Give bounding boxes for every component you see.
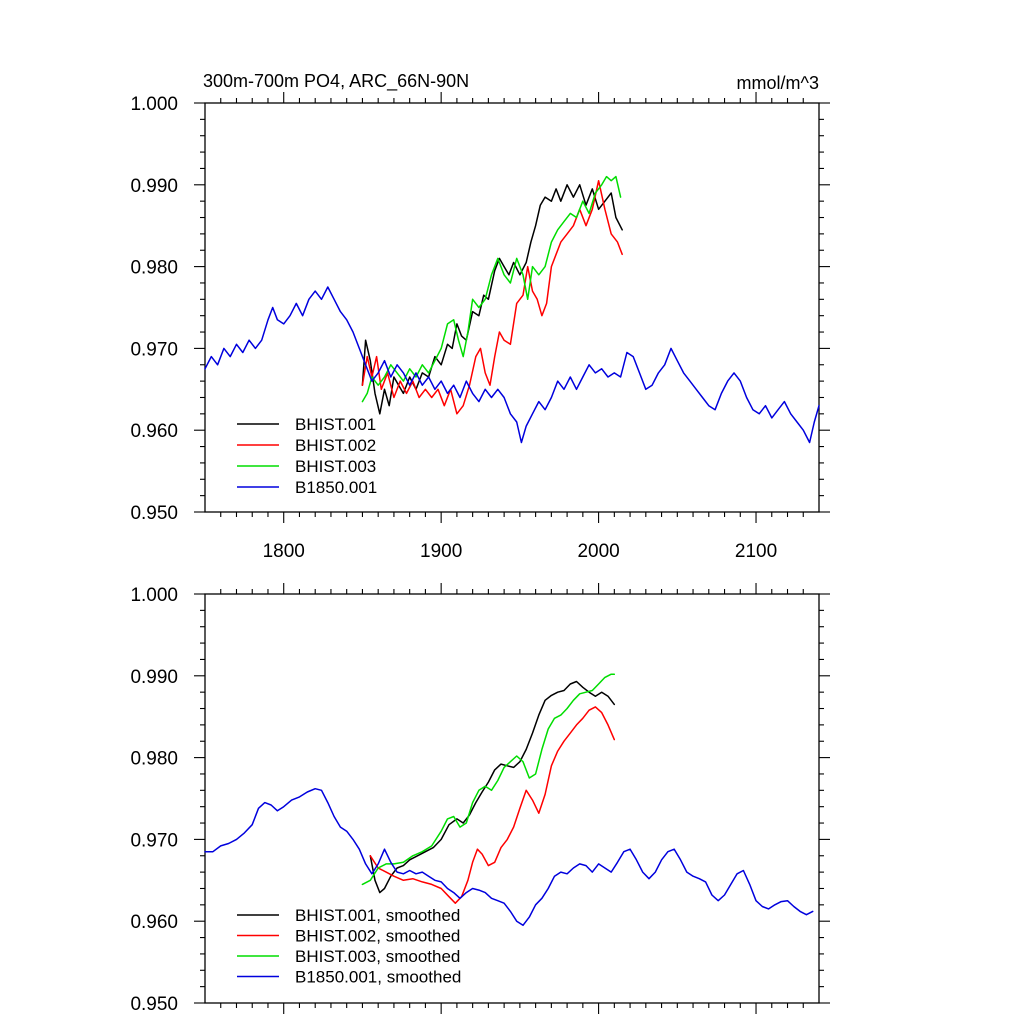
x-tick-label: 1800 [263, 541, 305, 562]
y-tick-label: 0.960 [130, 912, 178, 933]
legend-label: BHIST.003 [295, 457, 376, 476]
units-label: mmol/m^3 [737, 73, 819, 93]
y-tick-label: 0.950 [130, 503, 178, 524]
plot-frame [204, 593, 820, 1004]
top-panel: 1.000 0.990 0.980 0.970 0.960 0.950 1800 1900 20… [130, 71, 830, 562]
y-tick-label: 0.960 [130, 421, 178, 442]
series-line-bhist-003 [361, 673, 616, 886]
y-tick-label: 1.000 [130, 94, 178, 115]
y-tick-label: 0.980 [130, 749, 178, 770]
legend-label: BHIST.003, smoothed [295, 947, 460, 966]
y-tick-label: 1.000 [130, 585, 178, 606]
legend-label: B1850.001, smoothed [295, 968, 461, 987]
plot-frame [204, 102, 820, 513]
y-tick-label: 0.970 [130, 339, 178, 360]
series-line-bhist-002 [369, 706, 616, 904]
series-line-b1850-001 [204, 286, 820, 444]
legend-label: B1850.001 [295, 478, 377, 497]
x-tick-label: 2000 [577, 541, 619, 562]
series-line-bhist-003 [361, 175, 622, 403]
legend-label: BHIST.001, smoothed [295, 906, 460, 925]
series-line-bhist-001 [369, 680, 616, 894]
y-tick-label: 0.980 [130, 258, 178, 279]
series-line-bhist-002 [361, 179, 623, 415]
legend-label: BHIST.002 [295, 436, 376, 455]
x-tick-label: 2100 [735, 541, 777, 562]
chart-title: 300m-700m PO4, ARC_66N-90N [203, 71, 469, 92]
legend-label: BHIST.001 [295, 415, 376, 434]
y-tick-label: 0.950 [130, 994, 178, 1015]
series-line-b1850-001 [204, 787, 814, 927]
bottom-panel: 1.000 0.990 0.980 0.970 0.960 0.950 BHIST.001,… [130, 583, 830, 1015]
y-tick-label: 0.970 [130, 830, 178, 851]
legend-label: BHIST.002, smoothed [295, 927, 460, 946]
x-tick-label: 1900 [420, 541, 462, 562]
y-tick-label: 0.990 [130, 667, 178, 688]
y-tick-label: 0.990 [130, 176, 178, 197]
